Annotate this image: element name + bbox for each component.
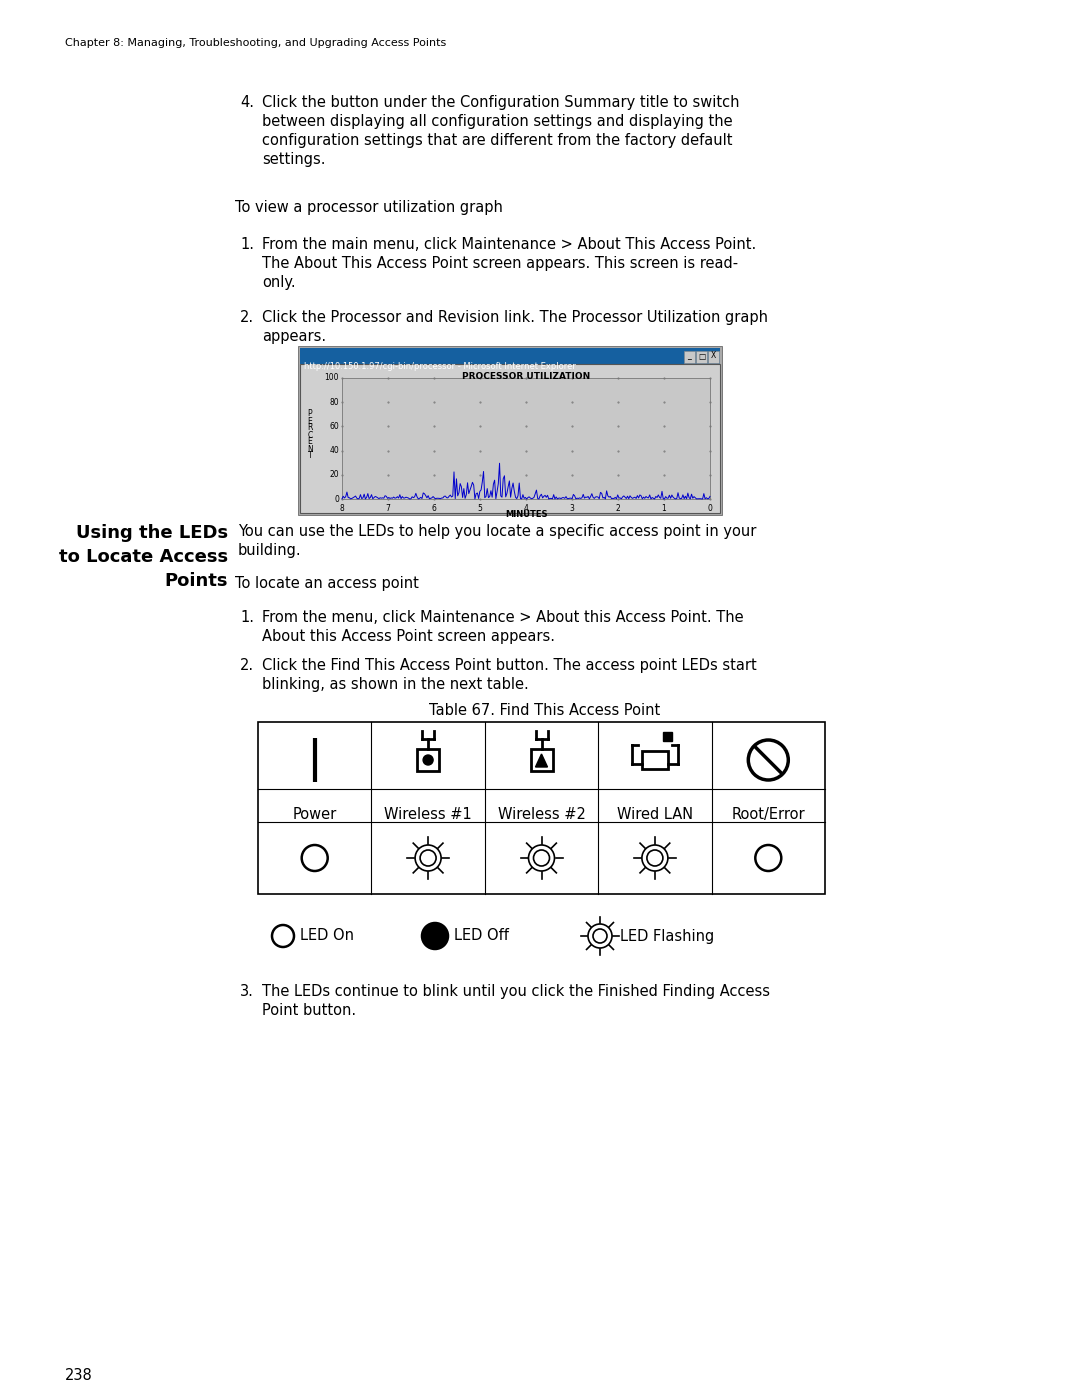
Text: 3.: 3. (240, 983, 254, 999)
Text: You can use the LEDs to help you locate a specific access point in your: You can use the LEDs to help you locate … (238, 524, 756, 539)
Text: 40: 40 (329, 446, 339, 455)
Circle shape (593, 929, 607, 943)
Text: to Locate Access: to Locate Access (59, 548, 228, 566)
Text: Point button.: Point button. (262, 1003, 356, 1018)
Bar (298, 346, 723, 515)
Text: Table 67. Find This Access Point: Table 67. Find This Access Point (430, 703, 661, 718)
Text: PROCESSOR UTILIZATION: PROCESSOR UTILIZATION (462, 372, 590, 381)
Bar (300, 365, 720, 513)
Text: Wireless #2: Wireless #2 (498, 807, 585, 821)
Text: 4: 4 (524, 504, 528, 513)
Circle shape (588, 923, 612, 949)
Text: From the menu, click Maintenance > About this Access Point. The: From the menu, click Maintenance > About… (262, 610, 744, 624)
Bar (300, 348, 720, 365)
Text: 8: 8 (339, 504, 345, 513)
Text: Power: Power (293, 807, 337, 821)
Text: The LEDs continue to blink until you click the Finished Finding Access: The LEDs continue to blink until you cli… (262, 983, 770, 999)
Text: Click the Processor and Revision link. The Processor Utilization graph: Click the Processor and Revision link. T… (262, 310, 768, 326)
Circle shape (423, 754, 433, 766)
Circle shape (422, 923, 448, 949)
Bar (642, 752, 667, 768)
Text: Using the LEDs: Using the LEDs (76, 524, 228, 542)
Text: About this Access Point screen appears.: About this Access Point screen appears. (262, 629, 555, 644)
Text: LED Flashing: LED Flashing (620, 929, 714, 943)
Text: 100: 100 (324, 373, 339, 383)
Text: LED Off: LED Off (454, 929, 509, 943)
Text: 7: 7 (386, 504, 391, 513)
Circle shape (272, 925, 294, 947)
Text: Wireless #1: Wireless #1 (384, 807, 472, 821)
Text: 80: 80 (329, 398, 339, 407)
Text: 1.: 1. (240, 610, 254, 624)
Circle shape (420, 849, 436, 866)
Text: Root/Error: Root/Error (731, 807, 805, 821)
Text: appears.: appears. (262, 330, 326, 344)
Bar (258, 722, 825, 894)
Polygon shape (536, 754, 548, 767)
Circle shape (528, 845, 554, 870)
Text: N: N (307, 444, 313, 454)
Text: □: □ (698, 352, 705, 360)
Text: 2: 2 (616, 504, 620, 513)
Text: settings.: settings. (262, 152, 325, 168)
Text: building.: building. (238, 543, 301, 557)
Bar (530, 749, 553, 771)
Text: To view a processor utilization graph: To view a processor utilization graph (235, 200, 503, 215)
Bar (417, 749, 440, 771)
Text: http://10.150.1.97/cgi-bin/processor - Microsoft Internet Explorer: http://10.150.1.97/cgi-bin/processor - M… (303, 362, 576, 372)
Circle shape (415, 845, 441, 870)
Text: 0: 0 (334, 495, 339, 503)
Text: 238: 238 (65, 1368, 93, 1383)
Text: LED On: LED On (300, 929, 354, 943)
Text: T: T (308, 451, 312, 461)
Text: To locate an access point: To locate an access point (235, 576, 419, 591)
Circle shape (647, 849, 663, 866)
Circle shape (301, 845, 327, 870)
Text: 0: 0 (707, 504, 713, 513)
Text: Points: Points (164, 571, 228, 590)
Circle shape (748, 740, 788, 780)
Text: only.: only. (262, 275, 296, 291)
Text: C: C (308, 430, 312, 440)
Text: _: _ (688, 352, 691, 360)
Text: From the main menu, click Maintenance > About This Access Point.: From the main menu, click Maintenance > … (262, 237, 756, 251)
Text: E: E (308, 416, 312, 426)
Text: P: P (308, 409, 312, 419)
Text: Chapter 8: Managing, Troubleshooting, and Upgrading Access Points: Chapter 8: Managing, Troubleshooting, an… (65, 38, 446, 47)
Text: 4.: 4. (240, 95, 254, 110)
Text: 2.: 2. (240, 310, 254, 326)
Text: 1: 1 (662, 504, 666, 513)
Text: 3: 3 (569, 504, 575, 513)
Text: MINUTES: MINUTES (504, 510, 548, 520)
Bar (708, 351, 719, 363)
Text: Wired LAN: Wired LAN (617, 807, 693, 821)
Bar (696, 351, 707, 363)
Bar (684, 351, 696, 363)
Text: 1.: 1. (240, 237, 254, 251)
Text: between displaying all configuration settings and displaying the: between displaying all configuration set… (262, 115, 732, 129)
Text: Click the Find This Access Point button. The access point LEDs start: Click the Find This Access Point button.… (262, 658, 757, 673)
Circle shape (755, 845, 781, 870)
Bar (663, 732, 672, 740)
Text: configuration settings that are different from the factory default: configuration settings that are differen… (262, 133, 732, 148)
Text: The About This Access Point screen appears. This screen is read-: The About This Access Point screen appea… (262, 256, 738, 271)
Text: E: E (308, 437, 312, 447)
Text: R: R (308, 423, 313, 433)
Text: 2.: 2. (240, 658, 254, 673)
Text: blinking, as shown in the next table.: blinking, as shown in the next table. (262, 678, 529, 692)
Text: X: X (711, 352, 716, 360)
Text: Click the button under the Configuration Summary title to switch: Click the button under the Configuration… (262, 95, 740, 110)
Circle shape (642, 845, 667, 870)
Bar (342, 379, 710, 499)
Text: 60: 60 (329, 422, 339, 430)
Text: 20: 20 (329, 471, 339, 479)
Text: 6: 6 (432, 504, 436, 513)
Text: 5: 5 (477, 504, 483, 513)
Circle shape (534, 849, 550, 866)
